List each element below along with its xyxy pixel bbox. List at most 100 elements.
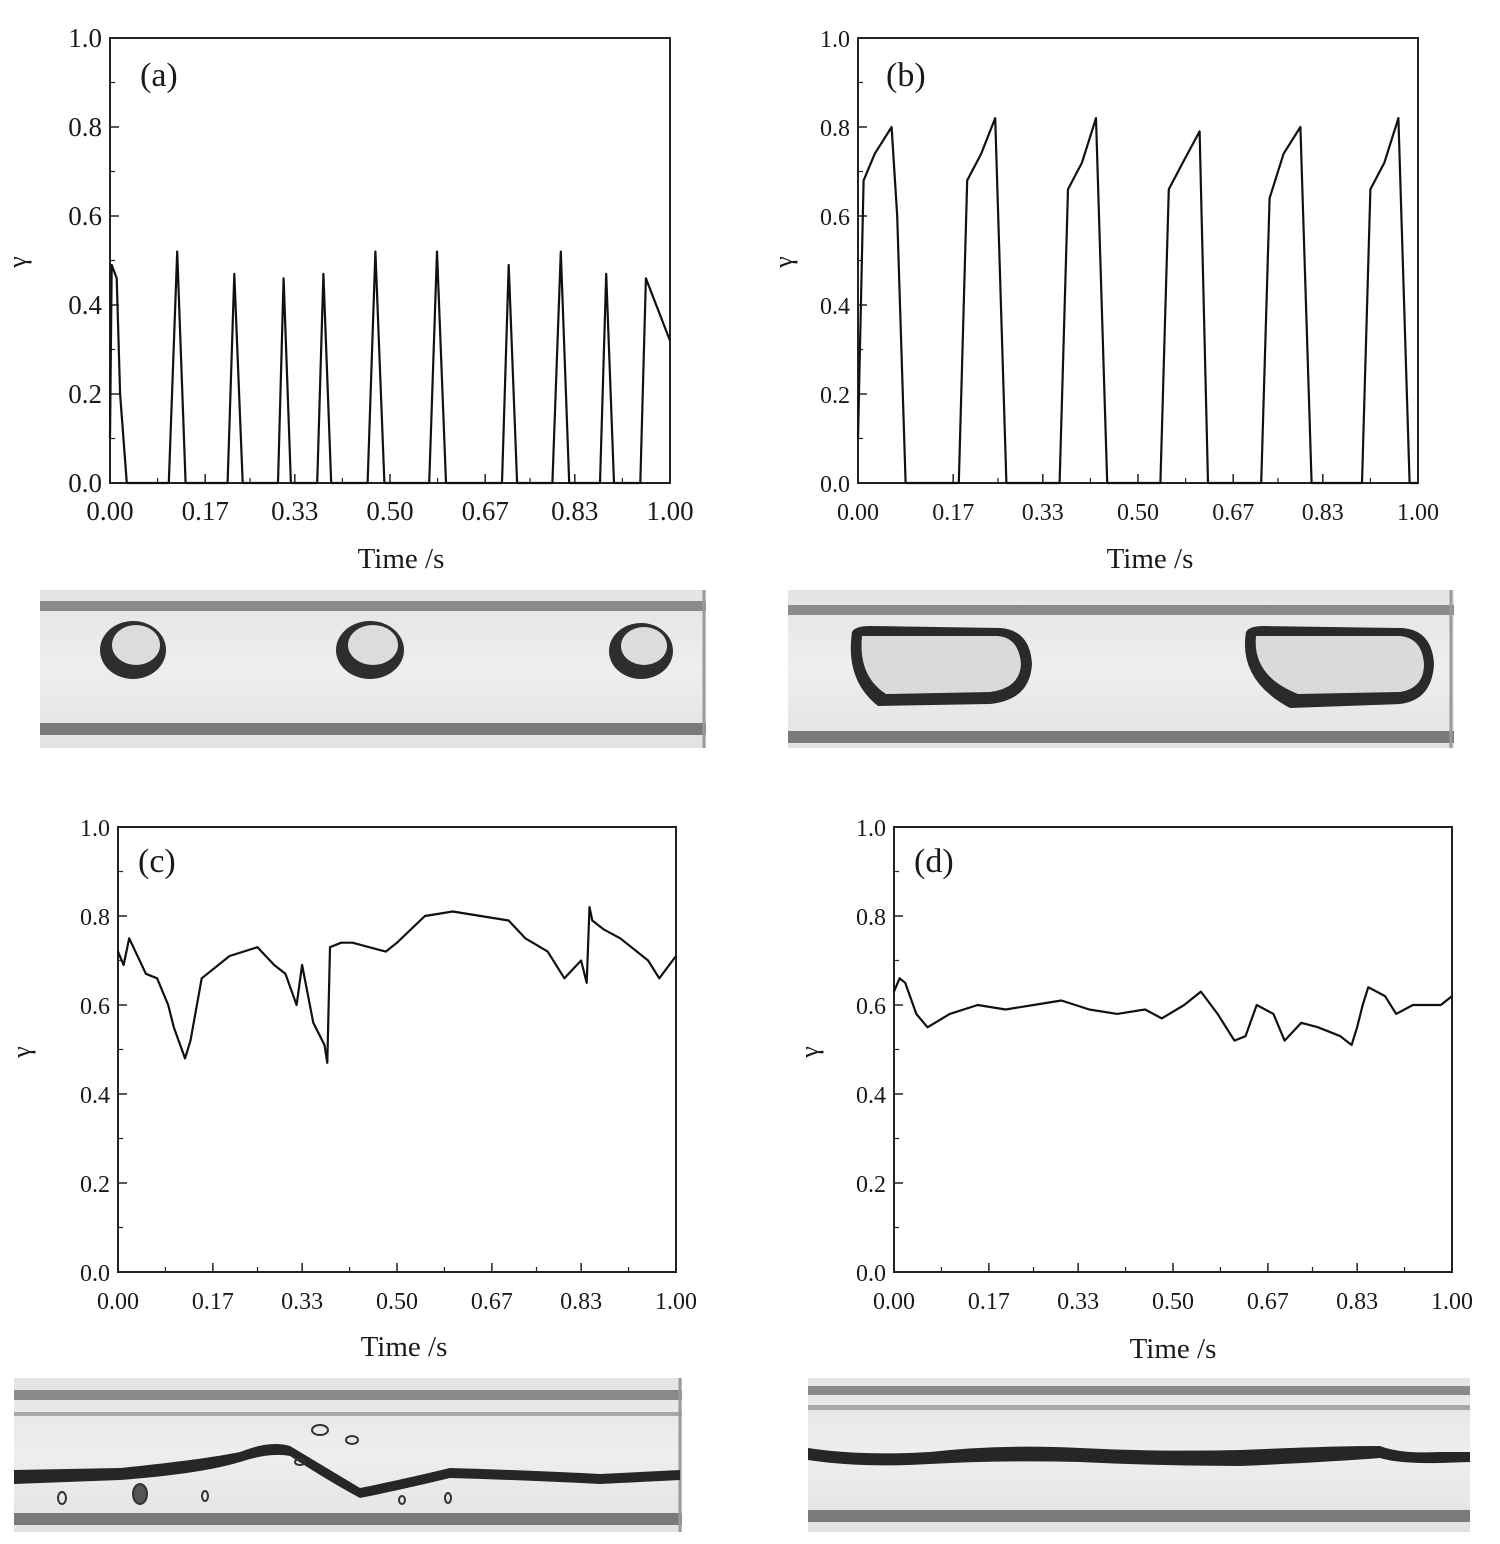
y-tick-label: 0.2 bbox=[68, 379, 102, 409]
plot-area-a: 0.0 0.2 0.4 0.6 0.8 1.0 0.00 0.17 0.33 0.50 0.67 0.… bbox=[68, 23, 693, 526]
x-tick-label: 0.67 bbox=[471, 1289, 513, 1315]
x-tick-label: 0.17 bbox=[932, 500, 974, 526]
x-tick-label: 0.50 bbox=[1117, 500, 1159, 526]
liquid-film bbox=[808, 1446, 1470, 1466]
axes-frame bbox=[109, 37, 671, 484]
panel-label-a: (a) bbox=[140, 57, 178, 94]
tube-wall-bottom bbox=[14, 1513, 682, 1525]
x-tick-label: 0.00 bbox=[837, 500, 879, 526]
x-tick-label: 0.50 bbox=[376, 1289, 418, 1315]
y-tick-label: 0.4 bbox=[68, 290, 102, 320]
x-tick-label: 0.83 bbox=[1302, 500, 1344, 526]
x-tick-label: 1.00 bbox=[646, 496, 693, 526]
liquid-film bbox=[14, 1444, 680, 1498]
y-tick-label: 0.6 bbox=[68, 201, 102, 231]
flow-photo-churn bbox=[14, 1378, 682, 1532]
tube-wall-top bbox=[14, 1390, 682, 1400]
x-tick-label: 0.33 bbox=[271, 496, 318, 526]
panel-c: 0.0 0.2 0.4 0.6 0.8 1.0 0.00 0.17 0.33 0.50 0.67 0.… bbox=[7, 816, 697, 1363]
panel-label-b: (b) bbox=[886, 57, 926, 94]
x-axis-label-a: Time /s bbox=[358, 543, 445, 575]
plot-area-b: 0.0 0.2 0.4 0.6 0.8 1.0 0.00 0.17 0.33 0.50 0.67 0.… bbox=[820, 27, 1439, 526]
series-line bbox=[116, 906, 677, 1064]
x-axis-label-b: Time /s bbox=[1107, 543, 1194, 575]
tube-wall-bottom bbox=[40, 723, 706, 735]
tube-wall-inner bbox=[14, 1412, 682, 1416]
x-tick-label: 0.33 bbox=[281, 1289, 323, 1315]
panel-a: 0.0 0.2 0.4 0.6 0.8 1.0 0.00 0.17 0.33 0.50 0.67 0.… bbox=[3, 23, 694, 575]
y-tick-label: 0.8 bbox=[68, 112, 102, 142]
x-tick-label: 0.67 bbox=[1247, 1289, 1289, 1315]
flow-photo-annular bbox=[808, 1378, 1470, 1532]
y-tick-label: 0.0 bbox=[80, 1261, 110, 1287]
x-tick-label: 0.33 bbox=[1022, 500, 1064, 526]
panel-d: 0.0 0.2 0.4 0.6 0.8 1.0 0.00 0.17 0.33 0.50 0.67 0.… bbox=[795, 816, 1473, 1365]
tube-wall-bottom bbox=[788, 731, 1454, 743]
axes-frame bbox=[117, 826, 677, 1273]
series-line bbox=[108, 250, 672, 485]
y-tick-label: 1.0 bbox=[856, 816, 886, 842]
x-tick-label: 0.17 bbox=[182, 496, 229, 526]
x-tick-label: 0.83 bbox=[1336, 1289, 1378, 1315]
panel-label-c: (c) bbox=[138, 843, 176, 880]
flow-photo-slugs bbox=[788, 590, 1454, 748]
y-tick-label: 1.0 bbox=[80, 816, 110, 842]
x-tick-label: 1.00 bbox=[1431, 1289, 1473, 1315]
y-axis-label-c: γ bbox=[7, 1046, 36, 1059]
y-tick-label: 0.6 bbox=[820, 205, 850, 231]
y-tick-label: 0.6 bbox=[80, 994, 110, 1020]
y-tick-label: 0.2 bbox=[856, 1172, 886, 1198]
x-tick-label: 0.17 bbox=[192, 1289, 234, 1315]
x-tick-label: 0.00 bbox=[97, 1289, 139, 1315]
y-tick-label: 1.0 bbox=[68, 23, 102, 53]
y-tick-label: 0.0 bbox=[68, 468, 102, 498]
y-tick-label: 0.8 bbox=[80, 905, 110, 931]
tube-wall-top bbox=[788, 605, 1454, 615]
flow-photo-bubbles bbox=[40, 590, 706, 748]
y-tick-label: 0.8 bbox=[820, 116, 850, 142]
bubble bbox=[100, 621, 166, 679]
plot-area-d: 0.0 0.2 0.4 0.6 0.8 1.0 0.00 0.17 0.33 0.50 0.67 0.… bbox=[856, 816, 1473, 1315]
slug-bubble bbox=[850, 626, 1032, 706]
x-tick-label: 0.17 bbox=[968, 1289, 1010, 1315]
x-tick-label: 0.33 bbox=[1057, 1289, 1099, 1315]
x-tick-label: 0.50 bbox=[1152, 1289, 1194, 1315]
axes-frame bbox=[857, 37, 1419, 484]
y-tick-label: 0.0 bbox=[856, 1261, 886, 1287]
x-tick-label: 0.50 bbox=[366, 496, 413, 526]
x-tick-label: 1.00 bbox=[655, 1289, 697, 1315]
tube-background bbox=[14, 1378, 682, 1532]
y-tick-label: 1.0 bbox=[820, 27, 850, 53]
y-axis-label-a: γ bbox=[3, 256, 32, 269]
x-tick-label: 0.83 bbox=[560, 1289, 602, 1315]
bubble bbox=[336, 621, 404, 679]
slug-bubble bbox=[1244, 626, 1434, 708]
tube-wall-top bbox=[40, 601, 706, 611]
y-axis-label-d: γ bbox=[795, 1046, 824, 1059]
y-tick-label: 0.2 bbox=[820, 383, 850, 409]
droplets bbox=[57, 1424, 452, 1505]
axes-frame bbox=[893, 826, 1453, 1273]
x-tick-label: 0.83 bbox=[551, 496, 598, 526]
tube-wall-top bbox=[808, 1386, 1470, 1395]
x-tick-label: 0.67 bbox=[1212, 500, 1254, 526]
tube-wall-inner bbox=[808, 1405, 1470, 1410]
series-line bbox=[892, 977, 1453, 1047]
x-tick-label: 0.00 bbox=[86, 496, 133, 526]
y-tick-label: 0.4 bbox=[820, 294, 850, 320]
y-tick-label: 0.6 bbox=[856, 994, 886, 1020]
y-axis-label-b: γ bbox=[769, 256, 798, 269]
y-tick-label: 0.2 bbox=[80, 1172, 110, 1198]
x-axis-label-d: Time /s bbox=[1130, 1333, 1217, 1365]
x-tick-label: 1.00 bbox=[1397, 500, 1439, 526]
y-tick-label: 0.8 bbox=[856, 905, 886, 931]
series-line bbox=[856, 117, 1418, 485]
x-tick-label: 0.00 bbox=[873, 1289, 915, 1315]
bubble bbox=[609, 623, 673, 679]
panel-b: 0.0 0.2 0.4 0.6 0.8 1.0 0.00 0.17 0.33 0.50 0.67 0.… bbox=[769, 27, 1439, 575]
y-tick-label: 0.4 bbox=[856, 1083, 886, 1109]
panel-label-d: (d) bbox=[914, 843, 954, 880]
x-tick-label: 0.67 bbox=[462, 496, 509, 526]
tube-wall-bottom bbox=[808, 1510, 1470, 1522]
